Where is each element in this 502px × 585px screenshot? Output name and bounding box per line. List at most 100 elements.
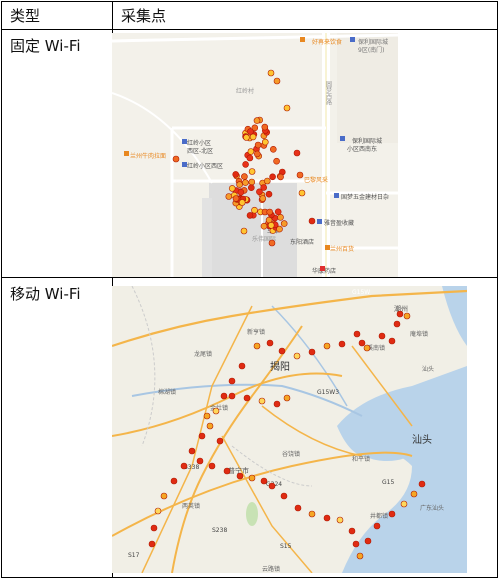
map-label: 兰州百货: [330, 245, 354, 253]
route-point: [228, 392, 236, 400]
collection-point: [236, 181, 243, 188]
fixed-collection-points: [172, 69, 316, 247]
collection-point: [251, 124, 259, 132]
collection-point: [228, 185, 236, 192]
route-point: [353, 330, 361, 338]
collection-point: [256, 188, 263, 196]
map-label: 揭阳: [270, 360, 290, 373]
route-point: [148, 540, 156, 548]
map-label: 广东汕头: [420, 504, 444, 512]
route-point: [253, 342, 261, 350]
collection-point: [280, 220, 288, 227]
route-point: [208, 462, 216, 470]
map-label: 汕头: [422, 365, 434, 373]
map-label: 巴黎风采: [304, 176, 328, 184]
collection-point: [241, 173, 248, 180]
map-label: 西区-北区: [187, 147, 213, 155]
road-shield: G15W3: [317, 389, 339, 396]
collection-point: [293, 149, 301, 157]
map-label: 金灶镇: [210, 404, 228, 412]
map-label: 谷饶镇: [282, 450, 300, 458]
route-point: [293, 352, 301, 360]
route-point: [308, 348, 316, 356]
mobile-collection-points: [148, 310, 426, 560]
route-point: [180, 462, 188, 470]
route-point: [273, 400, 281, 408]
row-fixed-label: 固定 Wi-Fi: [1, 29, 113, 278]
collection-point: [232, 171, 239, 178]
collection-point: [283, 104, 291, 112]
collection-point: [225, 193, 233, 200]
route-point: [188, 447, 196, 455]
collection-point: [296, 171, 304, 179]
header-points: 采集点: [112, 1, 498, 30]
road-shield: G15: [382, 479, 394, 486]
route-point: [243, 394, 251, 402]
route-point: [236, 472, 244, 480]
route-point: [338, 340, 346, 348]
route-point: [363, 344, 371, 352]
collection-point: [265, 190, 273, 198]
map-label: 9区(南门): [358, 46, 385, 54]
collection-point: [242, 179, 249, 186]
route-point: [400, 500, 408, 508]
collection-point: [246, 212, 254, 219]
road-shield: S17: [128, 552, 140, 559]
route-point: [336, 516, 344, 524]
collection-point: [269, 173, 276, 181]
route-point: [248, 474, 256, 482]
map-label: 乐伟国际: [252, 235, 276, 243]
map-label: 东阳酒店: [290, 238, 314, 246]
map-label: 圆梦西路: [325, 81, 332, 106]
road-shield: S338: [184, 464, 199, 471]
map-label: 普宁市: [228, 466, 249, 475]
route-point: [396, 310, 404, 318]
map-label: 和平镇: [352, 455, 370, 463]
header-type: 类型: [1, 1, 113, 30]
route-point: [280, 492, 288, 500]
route-point: [150, 524, 158, 532]
collection-point: [254, 141, 262, 149]
road-shield: G15W: [352, 289, 370, 296]
collection-point: [240, 227, 248, 235]
route-point: [258, 397, 266, 405]
route-point: [364, 537, 372, 545]
collection-point: [237, 189, 245, 196]
map-label: 潮州: [394, 304, 408, 313]
row-mobile-label: 移动 Wi-Fi: [1, 277, 113, 578]
route-point: [356, 552, 364, 560]
collection-point: [264, 177, 271, 185]
collection-point: [277, 173, 284, 181]
map-label: 保利国际城: [352, 137, 382, 145]
mobile-wifi-map: G15W 潮州 庵埠镇 揭阳 新亨镇 龙尾镇 溪南镇 汕头 棉湖镇 金灶镇 和平…: [112, 286, 467, 573]
collection-point: [267, 69, 275, 77]
collection-point: [276, 225, 283, 233]
route-point: [418, 480, 426, 488]
collection-point: [260, 222, 268, 230]
route-point: [403, 312, 411, 320]
fixed-wifi-map: 好再来饮食 保利国际城 9区(南门) 红岭村 圆梦西路 红岭小区 西区-北区 保…: [112, 33, 398, 277]
route-point: [294, 504, 302, 512]
collection-point: [172, 155, 180, 163]
route-point: [198, 432, 206, 440]
road-shield: S15: [280, 543, 292, 550]
map-label: 小区西南东: [347, 145, 377, 153]
collection-point: [238, 199, 246, 206]
collection-point: [266, 208, 273, 216]
collection-point: [277, 214, 284, 221]
map-label: 两英镇: [182, 502, 200, 510]
map-label: 雅音盈收藏: [324, 219, 354, 227]
collection-point: [267, 222, 275, 229]
map-label: 好再来饮食: [312, 38, 342, 46]
route-point: [348, 527, 356, 535]
map-label: 新亨镇: [247, 328, 265, 336]
collection-point: [268, 239, 276, 247]
collection-point: [259, 195, 267, 202]
collection-point: [248, 178, 256, 186]
route-point: [378, 332, 386, 340]
map-label: 红岭村: [236, 87, 254, 95]
route-point: [352, 540, 360, 548]
map-label: 龙尾镇: [194, 350, 212, 358]
collection-point: [308, 217, 316, 225]
collection-point: [270, 146, 277, 153]
